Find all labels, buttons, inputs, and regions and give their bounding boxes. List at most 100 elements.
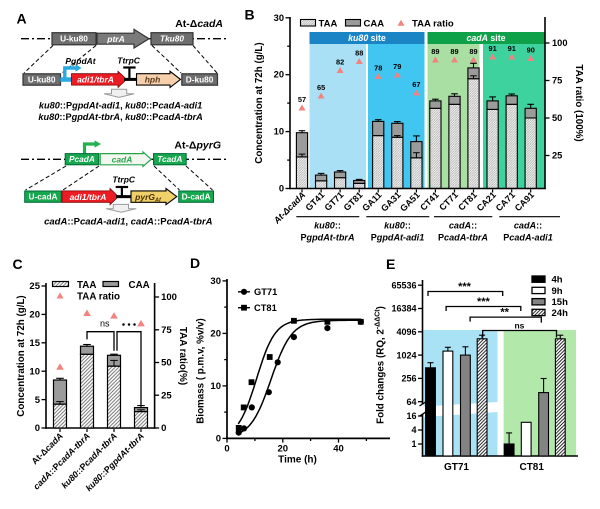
svg-text:88: 88 <box>355 49 363 58</box>
svg-text:100: 100 <box>161 292 177 303</box>
svg-text:D-cadA: D-cadA <box>182 192 211 202</box>
svg-text:79: 79 <box>393 62 401 71</box>
svg-text:Time (h): Time (h) <box>278 455 317 466</box>
svg-text:0: 0 <box>279 184 284 194</box>
svg-text:***: *** <box>477 296 491 308</box>
svg-text:9h: 9h <box>552 286 563 297</box>
svg-text:20: 20 <box>274 70 284 80</box>
svg-text:ns: ns <box>514 320 524 330</box>
svg-text:10: 10 <box>210 381 221 392</box>
svg-text:75: 75 <box>552 76 562 86</box>
svg-text:CA21: CA21 <box>475 190 498 213</box>
svg-text:65536: 65536 <box>391 280 416 290</box>
svg-text:pyrGAf: pyrGAf <box>134 192 162 204</box>
svg-text:PgpdAt-adi1: PgpdAt-adi1 <box>371 233 425 243</box>
svg-text:30: 30 <box>210 276 221 287</box>
svg-text:A: A <box>17 11 27 27</box>
svg-text:75: 75 <box>161 325 172 336</box>
svg-text:cadA::: cadA:: <box>449 221 477 231</box>
svg-text:Biomass ( p.m.v, %v/v): Biomass ( p.m.v, %v/v) <box>196 318 207 423</box>
svg-text:PcadA-adi1: PcadA-adi1 <box>503 233 553 243</box>
svg-text:25: 25 <box>552 151 562 161</box>
svg-text:Tku80: Tku80 <box>160 34 184 44</box>
svg-text:GT71: GT71 <box>254 287 277 297</box>
svg-text:CA91: CA91 <box>513 190 536 213</box>
svg-text:ku80::PgpdAt-adi1, ku80::PcadA: ku80::PgpdAt-adi1, ku80::PcadA-adi1 <box>39 101 202 111</box>
svg-text:50: 50 <box>552 113 562 123</box>
svg-text:0: 0 <box>216 434 221 445</box>
svg-text:ku80::: ku80:: <box>314 221 341 231</box>
svg-text:cadA::: cadA:: <box>514 221 542 231</box>
svg-text:TAA: TAA <box>77 280 96 291</box>
svg-text:GT71: GT71 <box>444 462 469 473</box>
svg-text:CT81: CT81 <box>519 462 544 473</box>
svg-text:0: 0 <box>35 423 40 434</box>
svg-text:ku80 site: ku80 site <box>348 33 386 43</box>
svg-text:64: 64 <box>406 397 416 407</box>
svg-text:CT71: CT71 <box>437 190 460 213</box>
svg-text:CT81: CT81 <box>254 303 277 313</box>
svg-text:GT81: GT81 <box>342 190 365 213</box>
svg-text:E: E <box>386 256 395 272</box>
svg-text:GT71: GT71 <box>323 190 346 213</box>
svg-text:GA11: GA11 <box>360 190 383 213</box>
svg-text:91: 91 <box>508 44 516 53</box>
svg-text:100: 100 <box>552 38 568 48</box>
svg-text:256: 256 <box>401 374 416 384</box>
svg-text:1024: 1024 <box>396 350 416 360</box>
svg-text:20: 20 <box>210 329 221 340</box>
svg-text:D: D <box>190 255 200 271</box>
svg-text:TcadA: TcadA <box>157 154 182 164</box>
svg-text:hph: hph <box>145 75 161 85</box>
svg-text:67: 67 <box>412 80 420 89</box>
svg-text:4096: 4096 <box>396 327 416 337</box>
svg-text:40: 40 <box>333 443 344 454</box>
svg-text:At-ΔcadA: At-ΔcadA <box>175 18 223 30</box>
svg-text:25: 25 <box>29 281 40 292</box>
svg-text:GA51: GA51 <box>398 190 422 214</box>
svg-text:TAA ratio: TAA ratio <box>412 19 454 30</box>
svg-text:4h: 4h <box>552 275 563 286</box>
svg-text:adi1/tbrA: adi1/tbrA <box>77 75 114 85</box>
svg-text:adi1/tbrA: adi1/tbrA <box>70 192 107 202</box>
svg-text:10: 10 <box>274 127 284 137</box>
svg-text:1: 1 <box>411 439 416 449</box>
svg-text:82: 82 <box>336 58 344 67</box>
svg-text:**: ** <box>500 306 509 318</box>
svg-text:20: 20 <box>29 310 40 321</box>
svg-text:GA31: GA31 <box>379 190 403 214</box>
svg-text:24h: 24h <box>552 308 569 319</box>
svg-text:ku80::: ku80:: <box>384 221 411 231</box>
svg-text:D-ku80: D-ku80 <box>186 74 214 84</box>
svg-text:89: 89 <box>431 47 439 56</box>
svg-text:50: 50 <box>161 358 172 369</box>
svg-text:Fold changes (RQ, 2-ΔΔCt): Fold changes (RQ, 2-ΔΔCt) <box>375 306 387 424</box>
svg-text:0: 0 <box>161 423 166 434</box>
svg-text:ns: ns <box>100 319 110 329</box>
svg-text:TtrpC: TtrpC <box>112 175 136 185</box>
svg-text:PgpdAt: PgpdAt <box>65 56 96 66</box>
svg-text:57: 57 <box>298 95 306 104</box>
svg-text:CT81: CT81 <box>456 190 479 213</box>
svg-text:89: 89 <box>450 47 458 56</box>
svg-text:TtrpC: TtrpC <box>117 56 141 66</box>
svg-text:C: C <box>13 256 23 272</box>
svg-text:30: 30 <box>274 13 284 23</box>
svg-text:PgpdAt-tbrA: PgpdAt-tbrA <box>300 233 354 243</box>
svg-text:90: 90 <box>527 46 535 55</box>
svg-text:U-ku80: U-ku80 <box>28 74 56 84</box>
svg-text:5: 5 <box>35 395 41 406</box>
svg-text:U-ku80: U-ku80 <box>60 34 88 44</box>
svg-text:ku80::PgpdAt-tbrA, ku80::PcadA: ku80::PgpdAt-tbrA, ku80::PcadA-tbrA <box>38 112 202 122</box>
svg-text:PcadA-tbrA: PcadA-tbrA <box>438 233 488 243</box>
svg-text:CT41: CT41 <box>418 190 441 213</box>
svg-text:CA71: CA71 <box>494 190 517 213</box>
svg-text:TAA: TAA <box>319 19 338 30</box>
svg-text:Concentration at 72h (g/L): Concentration at 72h (g/L) <box>16 295 27 416</box>
svg-text:4: 4 <box>411 425 416 435</box>
svg-text:0: 0 <box>224 443 229 454</box>
svg-text:cadA site: cadA site <box>466 33 505 43</box>
svg-text:B: B <box>245 7 255 23</box>
svg-text:16: 16 <box>406 411 416 421</box>
svg-text:TAA ratio(%): TAA ratio(%) <box>177 327 188 385</box>
